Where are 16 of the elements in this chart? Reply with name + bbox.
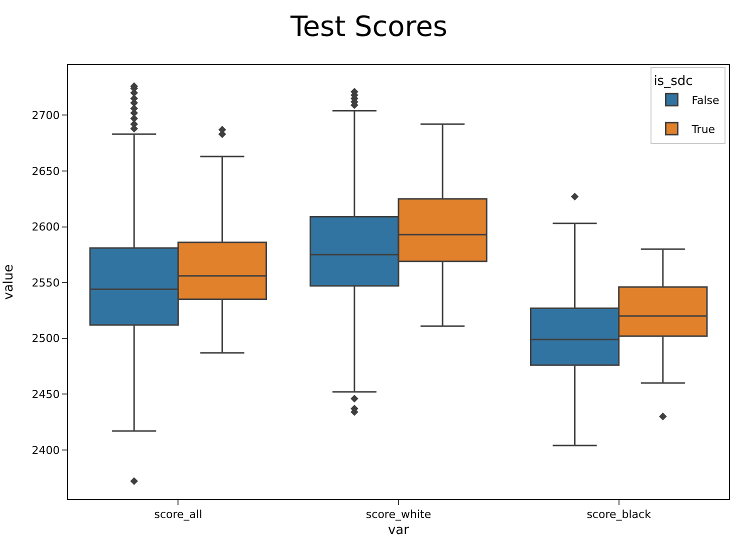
y-tick-label: 2450 [32,388,60,401]
y-tick-label: 2700 [32,109,60,122]
chart-title: Test Scores [289,10,448,43]
x-tick-label: score_white [366,508,432,522]
x-axis-title: var [388,522,410,538]
legend-label: True [690,122,716,136]
y-axis-title: value [2,264,17,300]
y-tick-label: 2400 [32,444,60,457]
x-tick-label: score_all [154,508,202,522]
legend-label: False [692,94,720,107]
legend-title: is_sdc [654,74,693,90]
y-tick-label: 2600 [32,220,60,234]
y-tick-label: 2550 [32,276,60,290]
x-tick-label: score_black [586,508,652,522]
y-tick-label: 2500 [32,332,60,346]
y-tick-label: 2650 [32,164,60,178]
